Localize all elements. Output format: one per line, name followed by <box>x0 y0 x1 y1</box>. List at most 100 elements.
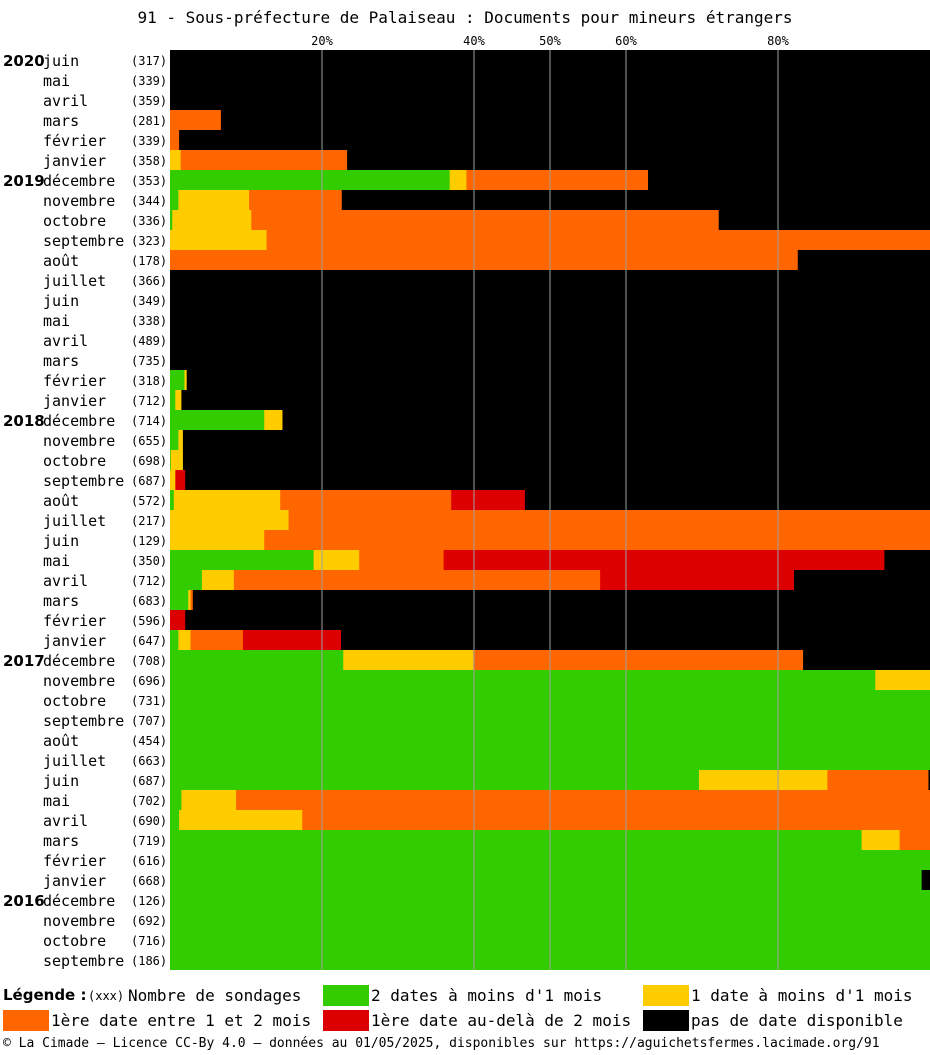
bar-segment-yellow <box>170 530 265 550</box>
bar-segment-green <box>170 650 344 670</box>
bar-segment-green <box>170 170 451 190</box>
month-label: juin <box>43 772 79 790</box>
bar-segment-yellow <box>343 650 474 670</box>
bar-segment-orange <box>288 510 930 530</box>
bar-segment-orange <box>264 530 930 550</box>
sample-count: (687) <box>131 774 167 788</box>
month-label: janvier <box>43 392 106 410</box>
month-label: mai <box>43 552 70 570</box>
sample-count: (707) <box>131 714 167 728</box>
legend-label-green: 2 dates à moins d'1 mois <box>371 986 603 1005</box>
bar-segment-yellow <box>170 450 184 470</box>
sample-count: (668) <box>131 874 167 888</box>
sample-count: (596) <box>131 614 167 628</box>
sample-count: (339) <box>131 74 167 88</box>
month-label: avril <box>43 92 88 110</box>
chart-title: 91 - Sous-préfecture de Palaiseau : Docu… <box>137 8 793 27</box>
month-label: avril <box>43 812 88 830</box>
month-label: décembre <box>43 652 115 670</box>
bar-segment-green <box>170 490 175 510</box>
bar-segment-black <box>884 550 930 570</box>
sample-count: (696) <box>131 674 167 688</box>
bar-segment-orange <box>249 190 343 210</box>
bar-segment-yellow <box>178 630 191 650</box>
bar-segment-black <box>182 430 930 450</box>
legend-label-orange: 1ère date entre 1 et 2 mois <box>51 1011 312 1030</box>
bar-segment-orange <box>233 570 601 590</box>
bar-segment-yellow <box>264 410 283 430</box>
bar-segment-orange <box>251 210 720 230</box>
bar-segment-green <box>170 590 189 610</box>
month-label: avril <box>43 572 88 590</box>
sample-count: (489) <box>131 334 167 348</box>
bar-segment-black <box>220 110 930 130</box>
bar-segment-orange <box>170 110 222 130</box>
bar-segment-black <box>524 490 930 510</box>
legend-count-key: (xxx) <box>88 989 125 1003</box>
sample-count: (683) <box>131 594 167 608</box>
bar-segment-yellow <box>173 490 281 510</box>
bar-segment-yellow <box>170 470 176 490</box>
month-label: mai <box>43 72 70 90</box>
month-label: juin <box>43 532 79 550</box>
bar-segment-green <box>170 450 172 470</box>
month-label: novembre <box>43 192 115 210</box>
bar-segment-green <box>170 870 923 890</box>
bar-segment-black <box>648 170 930 190</box>
month-label: juillet <box>43 752 106 770</box>
legend-label-red: 1ère date au-delà de 2 mois <box>371 1011 632 1030</box>
bar-segment-black <box>192 590 930 610</box>
bar-segment-orange <box>359 550 444 570</box>
bar-segment-green <box>170 370 185 390</box>
sample-count: (692) <box>131 914 167 928</box>
month-label: août <box>43 252 79 270</box>
bar-segment-orange <box>899 830 930 850</box>
sample-count: (690) <box>131 814 167 828</box>
month-label: décembre <box>43 172 115 190</box>
bar-segment-orange <box>180 150 348 170</box>
footer-credits: © La Cimade — Licence CC-By 4.0 — donnée… <box>3 1036 880 1051</box>
month-label: novembre <box>43 672 115 690</box>
bar-segment-yellow <box>313 550 360 570</box>
sample-count: (702) <box>131 794 167 808</box>
bar-segment-orange <box>473 650 804 670</box>
legend-swatch-black <box>643 1010 689 1031</box>
sample-count: (317) <box>131 54 167 68</box>
bar-segment-green <box>170 790 182 810</box>
bar-segment-green <box>170 670 876 690</box>
bar-segment-yellow <box>178 190 250 210</box>
bar-segment-green <box>170 410 265 430</box>
sample-count: (655) <box>131 434 167 448</box>
year-label: 2019 <box>3 172 45 190</box>
sample-count: (129) <box>131 534 167 548</box>
month-label: décembre <box>43 892 115 910</box>
month-label: septembre <box>43 952 124 970</box>
month-label: janvier <box>43 872 106 890</box>
bar-segment-black <box>921 870 930 890</box>
bar-segment-black <box>185 470 930 490</box>
bar-segment-yellow <box>188 590 191 610</box>
bar-segment-green <box>170 390 176 410</box>
month-label: octobre <box>43 692 106 710</box>
sample-count: (353) <box>131 174 167 188</box>
sample-count: (217) <box>131 514 167 528</box>
sample-count: (716) <box>131 934 167 948</box>
month-label: mai <box>43 312 70 330</box>
bar-segment-orange <box>190 590 194 610</box>
sample-count: (349) <box>131 294 167 308</box>
sample-count: (735) <box>131 354 167 368</box>
bar-segment-red <box>600 570 795 590</box>
bar-segment-yellow <box>170 230 267 250</box>
bar-segment-black <box>803 650 930 670</box>
sample-count: (366) <box>131 274 167 288</box>
month-label: août <box>43 492 79 510</box>
bar-segment-black <box>282 410 930 430</box>
legend-label-yellow: 1 date à moins d'1 mois <box>691 986 913 1005</box>
bar-segment-black <box>182 450 930 470</box>
bar-segment-yellow <box>698 770 828 790</box>
bar-segment-orange <box>266 230 930 250</box>
bar-segment-yellow <box>179 810 303 830</box>
bar-segment-black <box>793 570 930 590</box>
bar-segment-red <box>451 490 526 510</box>
